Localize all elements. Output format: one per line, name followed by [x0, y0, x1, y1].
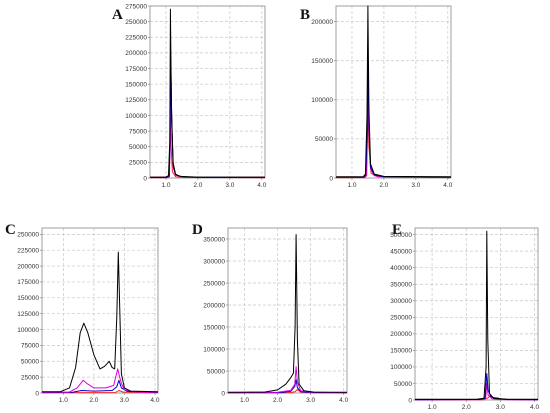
series-line	[414, 383, 538, 401]
y-tick-label: 0	[35, 390, 39, 397]
y-tick-label: 50000	[21, 359, 39, 366]
y-tick-label: 75000	[21, 343, 39, 350]
y-tick-label: 200000	[203, 302, 225, 309]
x-tick-label: 3.0	[306, 397, 315, 404]
x-tick-label: 4.0	[150, 397, 159, 404]
panel-label: D	[192, 222, 203, 238]
y-tick-label: 275000	[125, 3, 147, 10]
y-tick-label: 25000	[21, 374, 39, 381]
series-line	[336, 52, 452, 178]
series-line	[41, 379, 159, 393]
y-tick-label: 175000	[17, 279, 39, 286]
y-tick-label: 350000	[203, 236, 225, 243]
series-line	[42, 251, 159, 393]
series-line	[150, 8, 265, 178]
x-tick-label: 2.0	[379, 182, 388, 189]
plot-frame	[227, 227, 348, 394]
y-tick-label: 250000	[203, 280, 225, 287]
y-tick-label: 450000	[390, 248, 412, 255]
y-tick-label: 50000	[394, 381, 412, 388]
y-tick-label: 0	[221, 390, 225, 397]
y-tick-label: 125000	[125, 97, 147, 104]
series-line	[41, 368, 159, 393]
x-tick-label: 2.0	[462, 404, 471, 411]
x-tick-label: 2.0	[193, 182, 202, 189]
y-tick-label: 250000	[17, 232, 39, 239]
series-line	[336, 107, 452, 179]
y-tick-label: 150000	[17, 295, 39, 302]
y-tick-label: 200000	[311, 19, 333, 26]
x-tick-label: 1.0	[240, 397, 249, 404]
y-tick-label: 125000	[17, 311, 39, 318]
series-line	[150, 61, 265, 178]
series-line	[227, 234, 348, 393]
plot-frame	[414, 227, 539, 401]
y-tick-label: 150000	[203, 324, 225, 331]
y-tick-label: 400000	[390, 265, 412, 272]
x-tick-label: 1.0	[428, 404, 437, 411]
y-tick-label: 150000	[390, 348, 412, 355]
x-tick-label: 4.0	[443, 182, 452, 189]
y-tick-label: 175000	[125, 66, 147, 73]
y-tick-label: 50000	[207, 368, 225, 375]
y-tick-label: 100000	[17, 327, 39, 334]
panel-label: C	[5, 222, 16, 238]
y-tick-label: 250000	[390, 315, 412, 322]
y-tick-label: 0	[329, 175, 333, 182]
x-tick-label: 1.0	[161, 182, 170, 189]
x-tick-label: 4.0	[257, 182, 266, 189]
chart-panel-c: C 1.0 2.0 3.0 4.0 0 25000 50000 75000 100000 12500…	[5, 222, 160, 404]
series-line	[414, 373, 539, 401]
y-tick-label: 200000	[17, 263, 39, 270]
panel-label: A	[112, 7, 123, 23]
y-tick-label: 300000	[203, 258, 225, 265]
series-line	[415, 230, 538, 400]
panel-label: B	[300, 7, 310, 23]
y-tick-label: 0	[143, 175, 147, 182]
series-line	[150, 58, 265, 178]
y-tick-label: 225000	[17, 248, 39, 255]
x-tick-label: 3.0	[225, 182, 234, 189]
x-tick-label: 4.0	[530, 404, 539, 411]
y-tick-label: 200000	[125, 50, 147, 57]
plot-frame	[149, 5, 266, 179]
chart-panel-d: D 1.0 2.0 3.0 4.0 0 50000 100000 150000 200000 250…	[192, 222, 349, 404]
y-tick-label: 100000	[125, 113, 147, 120]
y-tick-label: 225000	[125, 35, 147, 42]
y-tick-label: 50000	[129, 144, 147, 151]
series-line	[41, 390, 159, 394]
y-tick-label: 100000	[203, 346, 225, 353]
chart-panel-a: A 1.0 2.0 3.0 4.0 0 25000 50000 75000 100000 12500…	[112, 3, 267, 189]
x-tick-label: 4.0	[339, 397, 348, 404]
y-tick-label: 350000	[390, 282, 412, 289]
y-tick-label: 75000	[129, 128, 147, 135]
x-tick-label: 3.0	[411, 182, 420, 189]
y-tick-label: 200000	[390, 331, 412, 338]
series-line	[336, 75, 452, 178]
y-tick-label: 0	[408, 397, 412, 404]
y-tick-label: 100000	[311, 97, 333, 104]
x-tick-label: 3.0	[496, 404, 505, 411]
chart-panel-e: E 1.0 2.0 3.0 4.0 0 50000 100000 150000 200000 250…	[390, 222, 539, 411]
panel-label: E	[392, 222, 402, 238]
y-tick-label: 150000	[311, 58, 333, 65]
chart-panel-b: B 1.0 2.0 3.0 4.0 0 50000 100000 150000 200000	[300, 5, 453, 189]
y-tick-label: 50000	[315, 136, 333, 143]
y-tick-label: 150000	[125, 81, 147, 88]
y-tick-label: 250000	[125, 19, 147, 26]
x-tick-label: 2.0	[89, 397, 98, 404]
plot-frame	[335, 5, 452, 179]
series-line	[227, 366, 348, 394]
y-tick-label: 25000	[129, 160, 147, 167]
y-tick-label: 300000	[390, 298, 412, 305]
x-tick-label: 3.0	[120, 397, 129, 404]
y-tick-label: 500000	[390, 232, 412, 239]
series-line	[336, 5, 452, 178]
x-tick-label: 1.0	[347, 182, 356, 189]
x-tick-label: 2.0	[273, 397, 282, 404]
y-tick-label: 100000	[390, 364, 412, 371]
x-tick-label: 1.0	[59, 397, 68, 404]
